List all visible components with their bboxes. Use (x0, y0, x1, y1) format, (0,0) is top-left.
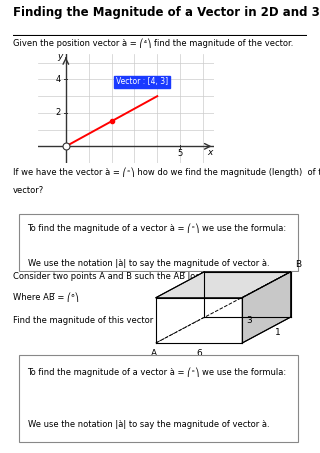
Text: Vector : [4, 3]: Vector : [4, 3] (116, 77, 168, 87)
Text: Finding the Magnitude of a Vector in 2D and 3D: Finding the Magnitude of a Vector in 2D … (13, 6, 320, 19)
Text: A: A (151, 349, 157, 358)
Polygon shape (242, 272, 291, 343)
Text: To find the magnitude of a vector à = ⎛ˣ⎞ we use the formula:: To find the magnitude of a vector à = ⎛ˣ… (28, 223, 287, 233)
Text: Consider two points A and B such the AB̅ looks like this:: Consider two points A and B such the AB̅… (13, 272, 247, 281)
Text: vector?: vector? (13, 186, 44, 195)
Text: 1: 1 (275, 328, 281, 337)
Text: Given the position vector à = ⎛⁴⎞ find the magnitude of the vector.: Given the position vector à = ⎛⁴⎞ find t… (13, 39, 293, 48)
Polygon shape (156, 272, 291, 298)
Text: We use the notation |à| to say the magnitude of vector à.: We use the notation |à| to say the magni… (28, 420, 269, 429)
Text: 5: 5 (178, 149, 183, 158)
Text: Find the magnitude of this vector: Find the magnitude of this vector (13, 316, 153, 325)
Text: B: B (295, 260, 301, 269)
Text: 6: 6 (196, 349, 202, 358)
Text: To find the magnitude of a vector à = ⎛ˣ⎞ we use the formula:: To find the magnitude of a vector à = ⎛ˣ… (28, 368, 287, 377)
Text: 3: 3 (247, 316, 252, 325)
Text: We use the notation |à| to say the magnitude of vector à.: We use the notation |à| to say the magni… (28, 259, 269, 268)
Text: 2: 2 (56, 108, 61, 117)
Text: If we have the vector à = ⎛ˣ⎞ how do we find the magnitude (length)  of this: If we have the vector à = ⎛ˣ⎞ how do we … (13, 168, 320, 177)
Text: Where AB̅ = ⎛⁶⎞: Where AB̅ = ⎛⁶⎞ (13, 293, 79, 302)
Text: x: x (207, 148, 212, 157)
Text: 4: 4 (56, 75, 61, 84)
Text: y: y (57, 53, 63, 61)
